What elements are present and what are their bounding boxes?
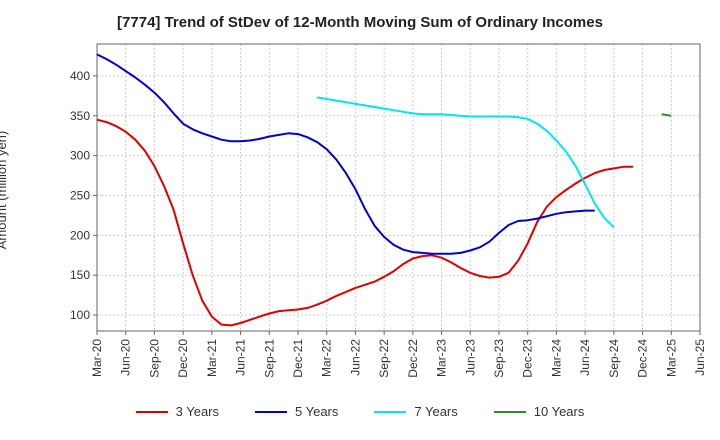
- x-tick-label: Dec-23: [521, 339, 535, 378]
- x-tick-label: Jun-23: [463, 339, 477, 376]
- x-tick-label: Jun-24: [578, 339, 592, 376]
- y-tick-label: 350: [70, 109, 90, 123]
- x-tick-label: Mar-21: [205, 339, 219, 377]
- x-tick-label: Mar-20: [90, 339, 104, 377]
- series-line-7-years: [316, 96, 615, 229]
- x-tick-label: Mar-24: [549, 339, 563, 377]
- legend-swatch: [135, 410, 168, 413]
- x-tick-label: Sep-20: [147, 339, 161, 378]
- x-tick-label: Mar-25: [664, 339, 678, 377]
- legend-item: 10 Years: [493, 404, 585, 419]
- legend-item: 5 Years: [255, 404, 338, 419]
- legend-swatch: [374, 410, 407, 413]
- x-tick-label: Dec-24: [636, 339, 650, 378]
- x-tick-label: Sep-21: [262, 339, 276, 378]
- y-tick-label: 100: [70, 308, 90, 322]
- x-tick-label: Dec-21: [291, 339, 305, 378]
- x-tick-label: Jun-25: [693, 339, 707, 376]
- x-tick-label: Sep-24: [607, 339, 621, 378]
- x-tick-label: Mar-22: [320, 339, 334, 377]
- series-line-10-years: [661, 113, 672, 117]
- x-tick-label: Sep-23: [492, 339, 506, 378]
- x-tick-label: Jun-22: [348, 339, 362, 376]
- x-tick-label: Dec-20: [176, 339, 190, 378]
- series-line-3-years: [96, 118, 633, 327]
- x-tick-label: Jun-20: [119, 339, 133, 376]
- x-tick-label: Dec-22: [406, 339, 420, 378]
- y-tick-label: 400: [70, 69, 90, 83]
- x-tick-label: Mar-23: [435, 339, 449, 377]
- legend-label: 5 Years: [295, 404, 339, 419]
- legend-item: 3 Years: [135, 404, 219, 419]
- y-tick-label: 250: [70, 188, 90, 202]
- y-tick-label: 200: [70, 228, 90, 242]
- legend-item: 7 Years: [374, 404, 458, 419]
- legend-label: 10 Years: [533, 404, 585, 419]
- legend: 3 Years 5 Years 7 Years 10 Years: [0, 404, 720, 419]
- legend-swatch: [255, 410, 287, 413]
- plot-border: [96, 43, 701, 332]
- legend-swatch: [493, 410, 526, 413]
- x-tick-label: Sep-22: [377, 339, 391, 378]
- y-tick-label: 150: [70, 268, 90, 282]
- y-tick-label: 300: [70, 149, 90, 163]
- x-tick-label: Jun-21: [234, 339, 248, 376]
- legend-label: 3 Years: [175, 404, 219, 419]
- series-line-5-years: [96, 53, 595, 255]
- legend-label: 7 Years: [414, 404, 458, 419]
- chart-title: [7774] Trend of StDev of 12-Month Moving…: [117, 14, 603, 31]
